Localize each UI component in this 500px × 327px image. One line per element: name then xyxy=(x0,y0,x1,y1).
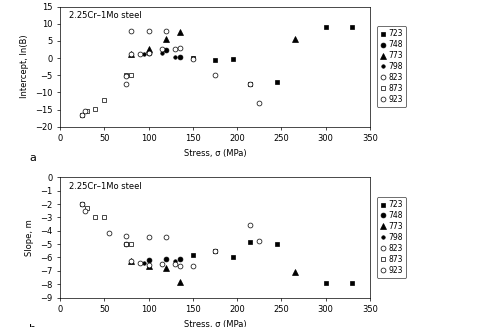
X-axis label: Stress, σ (MPa): Stress, σ (MPa) xyxy=(184,320,246,327)
Legend: 723, 748, 773, 798, 823, 873, 923: 723, 748, 773, 798, 823, 873, 923 xyxy=(377,197,406,278)
Text: a: a xyxy=(29,153,36,163)
X-axis label: Stress, σ (MPa): Stress, σ (MPa) xyxy=(184,149,246,158)
Y-axis label: Slope, m: Slope, m xyxy=(26,219,35,256)
Text: 2.25Cr–1Mo steel: 2.25Cr–1Mo steel xyxy=(70,182,142,191)
Text: b: b xyxy=(29,324,36,327)
Legend: 723, 748, 773, 798, 823, 873, 923: 723, 748, 773, 798, 823, 873, 923 xyxy=(377,26,406,107)
Y-axis label: Intercept, ln(B): Intercept, ln(B) xyxy=(20,35,30,98)
Text: 2.25Cr–1Mo steel: 2.25Cr–1Mo steel xyxy=(70,11,142,20)
